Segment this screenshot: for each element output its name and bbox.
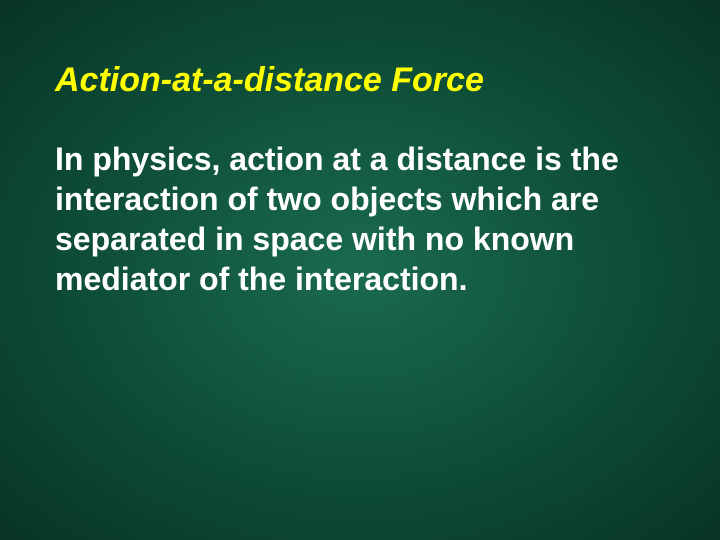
slide: Action-at-a-distance Force In physics, a… (0, 0, 720, 540)
slide-body: In physics, action at a distance is the … (55, 139, 655, 299)
slide-title: Action-at-a-distance Force (55, 60, 665, 101)
